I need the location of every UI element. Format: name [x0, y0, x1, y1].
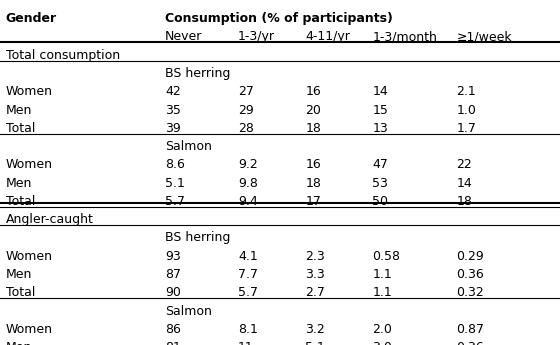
Text: Gender: Gender [6, 12, 57, 25]
Text: 14: 14 [372, 85, 388, 98]
Text: 18: 18 [305, 122, 321, 135]
Text: 5.7: 5.7 [165, 195, 185, 208]
Text: 0.29: 0.29 [456, 250, 484, 263]
Text: 0.32: 0.32 [456, 286, 484, 299]
Text: 86: 86 [165, 323, 181, 336]
Text: 1.1: 1.1 [372, 286, 392, 299]
Text: 1-3/month: 1-3/month [372, 30, 437, 43]
Text: 2.3: 2.3 [305, 250, 325, 263]
Text: Total consumption: Total consumption [6, 49, 120, 62]
Text: Men: Men [6, 341, 32, 345]
Text: 2.7: 2.7 [305, 286, 325, 299]
Text: 1-3/yr: 1-3/yr [238, 30, 275, 43]
Text: 16: 16 [305, 85, 321, 98]
Text: 4-11/yr: 4-11/yr [305, 30, 350, 43]
Text: 42: 42 [165, 85, 181, 98]
Text: 87: 87 [165, 268, 181, 281]
Text: 9.8: 9.8 [238, 177, 258, 190]
Text: 0.58: 0.58 [372, 250, 400, 263]
Text: 2.1: 2.1 [456, 85, 476, 98]
Text: 18: 18 [305, 177, 321, 190]
Text: 20: 20 [305, 104, 321, 117]
Text: 15: 15 [372, 104, 388, 117]
Text: 16: 16 [305, 158, 321, 171]
Text: 17: 17 [305, 195, 321, 208]
Text: 1.0: 1.0 [456, 104, 476, 117]
Text: Men: Men [6, 268, 32, 281]
Text: 9.2: 9.2 [238, 158, 258, 171]
Text: 53: 53 [372, 177, 388, 190]
Text: 14: 14 [456, 177, 472, 190]
Text: Total: Total [6, 122, 35, 135]
Text: 7.7: 7.7 [238, 268, 258, 281]
Text: 13: 13 [372, 122, 388, 135]
Text: 22: 22 [456, 158, 472, 171]
Text: ≥1/week: ≥1/week [456, 30, 512, 43]
Text: 8.6: 8.6 [165, 158, 185, 171]
Text: Salmon: Salmon [165, 140, 212, 153]
Text: 29: 29 [238, 104, 254, 117]
Text: 2.0: 2.0 [372, 323, 392, 336]
Text: Men: Men [6, 177, 32, 190]
Text: 93: 93 [165, 250, 181, 263]
Text: BS herring: BS herring [165, 231, 231, 245]
Text: 0.36: 0.36 [456, 341, 484, 345]
Text: 81: 81 [165, 341, 181, 345]
Text: 50: 50 [372, 195, 389, 208]
Text: 28: 28 [238, 122, 254, 135]
Text: 5.1: 5.1 [165, 177, 185, 190]
Text: 90: 90 [165, 286, 181, 299]
Text: 9.4: 9.4 [238, 195, 258, 208]
Text: Angler-caught: Angler-caught [6, 213, 94, 226]
Text: 35: 35 [165, 104, 181, 117]
Text: 0.87: 0.87 [456, 323, 484, 336]
Text: 18: 18 [456, 195, 472, 208]
Text: Women: Women [6, 323, 53, 336]
Text: 0.36: 0.36 [456, 268, 484, 281]
Text: 3.0: 3.0 [372, 341, 392, 345]
Text: Consumption (% of participants): Consumption (% of participants) [165, 12, 393, 25]
Text: 5.1: 5.1 [305, 341, 325, 345]
Text: 39: 39 [165, 122, 181, 135]
Text: 1.1: 1.1 [372, 268, 392, 281]
Text: BS herring: BS herring [165, 67, 231, 80]
Text: Men: Men [6, 104, 32, 117]
Text: Women: Women [6, 250, 53, 263]
Text: Women: Women [6, 85, 53, 98]
Text: 1.7: 1.7 [456, 122, 476, 135]
Text: 3.3: 3.3 [305, 268, 325, 281]
Text: 8.1: 8.1 [238, 323, 258, 336]
Text: 47: 47 [372, 158, 388, 171]
Text: 27: 27 [238, 85, 254, 98]
Text: 5.7: 5.7 [238, 286, 258, 299]
Text: Never: Never [165, 30, 203, 43]
Text: 4.1: 4.1 [238, 250, 258, 263]
Text: Total: Total [6, 195, 35, 208]
Text: Women: Women [6, 158, 53, 171]
Text: 11: 11 [238, 341, 254, 345]
Text: 3.2: 3.2 [305, 323, 325, 336]
Text: Salmon: Salmon [165, 305, 212, 318]
Text: Total: Total [6, 286, 35, 299]
